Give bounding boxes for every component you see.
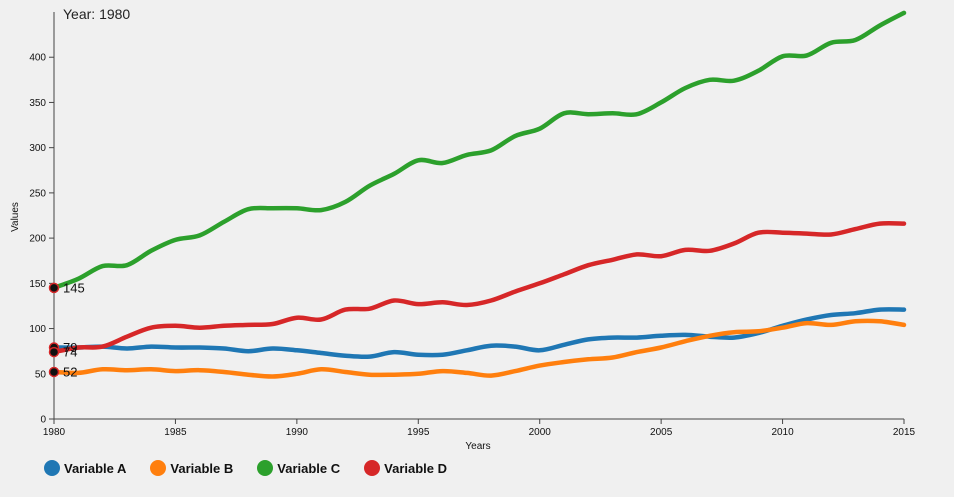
hover-value-label: 79 xyxy=(63,340,77,355)
hover-point xyxy=(48,366,60,378)
y-tick-label: 150 xyxy=(29,279,46,290)
x-tick-label: 1990 xyxy=(286,427,309,438)
legend-item-variable-a[interactable]: Variable A xyxy=(44,460,126,476)
legend: Variable A Variable B Variable C Variabl… xyxy=(44,460,447,476)
y-tick-label: 400 xyxy=(29,53,46,64)
legend-swatch xyxy=(257,460,274,476)
legend-label: Variable C xyxy=(277,460,341,476)
series-line-variable-d xyxy=(51,220,907,355)
legend-label: Variable D xyxy=(384,460,448,476)
y-tick-label: 50 xyxy=(35,369,47,380)
legend-swatch xyxy=(44,460,60,476)
hover-value-label: 145 xyxy=(63,280,85,295)
hover-point xyxy=(48,282,60,294)
legend-item-variable-b[interactable]: Variable B xyxy=(150,460,233,476)
x-axis-title: Years xyxy=(465,441,490,452)
legend-item-variable-c[interactable]: Variable C xyxy=(257,460,340,476)
x-tick-label: 1985 xyxy=(164,427,187,438)
y-axis-title: Values xyxy=(10,202,21,232)
x-tick-label: 2000 xyxy=(529,427,552,438)
legend-label: Variable A xyxy=(64,460,127,476)
series-layer xyxy=(51,10,907,379)
y-tick-label: 350 xyxy=(29,98,46,109)
series-line-variable-a xyxy=(51,307,907,360)
legend-swatch xyxy=(150,460,167,476)
y-tick-label: 100 xyxy=(29,324,46,335)
series-line-variable-b xyxy=(51,318,907,379)
y-tick-label: 300 xyxy=(29,143,46,154)
x-tick-label: 2015 xyxy=(893,427,916,438)
y-tick-label: 250 xyxy=(29,188,46,199)
y-tick-label: 0 xyxy=(40,415,46,426)
legend-label: Variable B xyxy=(170,460,234,476)
x-tick-label: 2005 xyxy=(650,427,673,438)
line-chart: 0 50 100 150 200 250 300 350 400 1980 1985 1990 1995… xyxy=(10,6,916,452)
year-label: Year: 1980 xyxy=(63,6,130,22)
x-tick-label: 2010 xyxy=(771,427,794,438)
hover-value-label: 52 xyxy=(63,364,77,379)
hover-point xyxy=(48,346,60,358)
y-tick-label: 200 xyxy=(29,234,46,245)
x-tick-label: 1995 xyxy=(407,427,430,438)
hover-value-label: 74 xyxy=(63,345,77,360)
series-line-variable-c xyxy=(51,10,907,291)
legend-item-variable-d[interactable]: Variable D xyxy=(364,460,447,476)
legend-swatch xyxy=(364,460,381,476)
x-tick-label: 1980 xyxy=(43,427,66,438)
axes-layer: 0 50 100 150 200 250 300 350 400 1980 1985 1990 1995… xyxy=(29,12,916,438)
hover-points-layer: 79 52 145 74 xyxy=(48,280,85,379)
